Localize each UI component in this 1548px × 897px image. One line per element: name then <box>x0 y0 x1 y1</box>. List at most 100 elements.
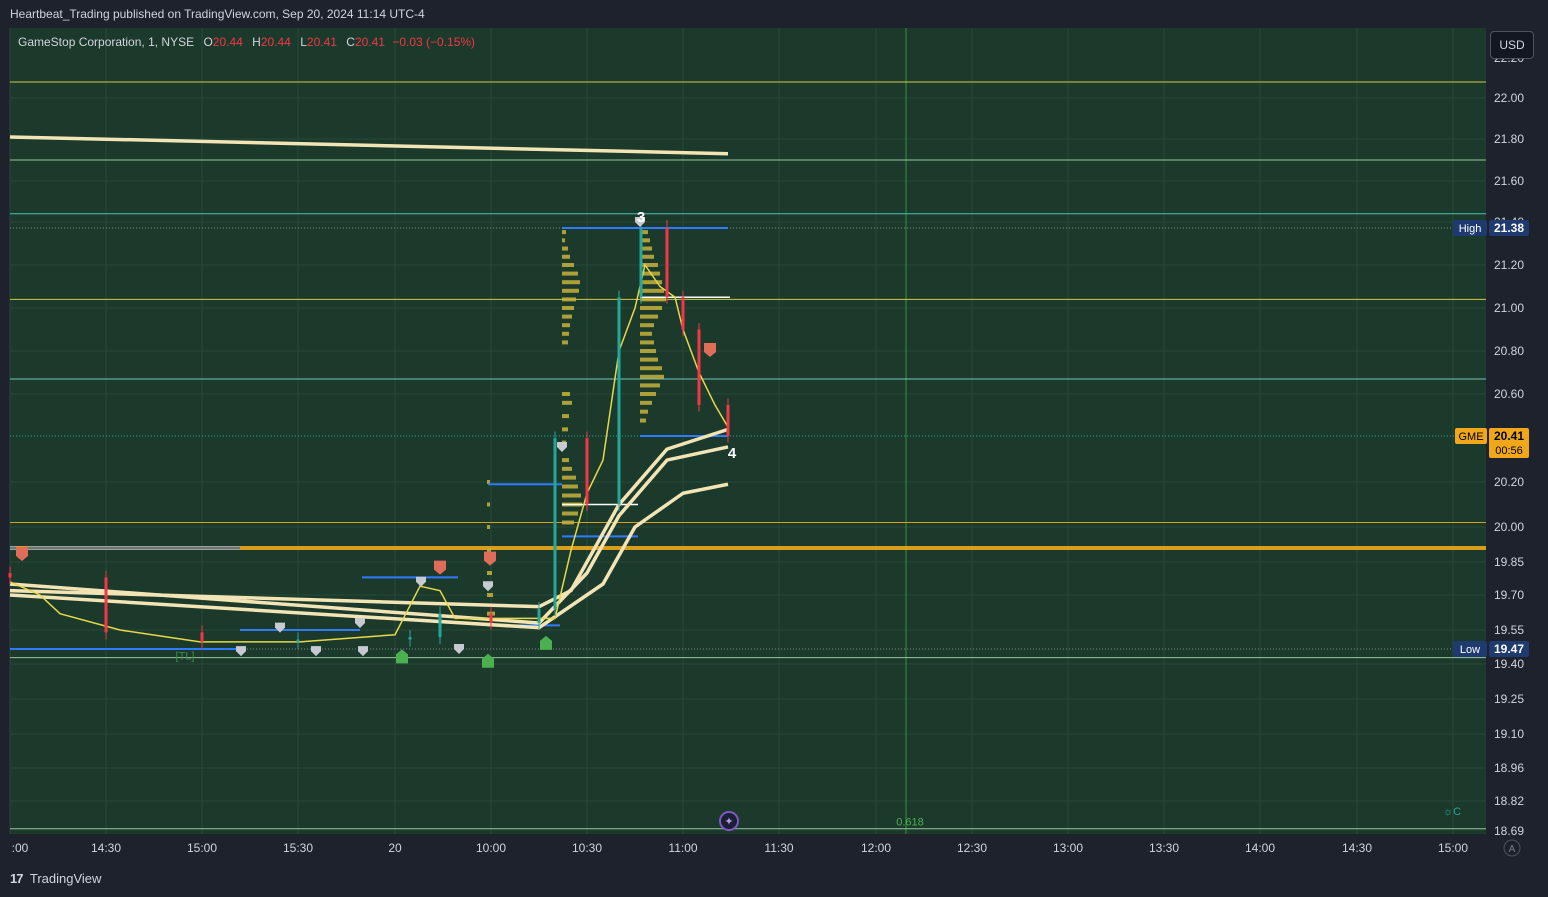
sell-signal-icon <box>434 560 446 575</box>
auto-scale-button-icon <box>1503 839 1521 857</box>
sell-signal-icon <box>704 343 716 357</box>
low-value: 20.41 <box>306 35 337 49</box>
volume-profile-bar <box>640 340 654 345</box>
volume-profile-bar <box>640 374 664 379</box>
price-tick-label: 21.60 <box>1494 174 1524 188</box>
neutral-signal-icon <box>483 581 493 592</box>
chart-annotation: 3 <box>637 209 645 226</box>
open-label: O <box>203 35 213 49</box>
published-header: Heartbeat_Trading published on TradingVi… <box>0 0 1548 28</box>
price-tick-label: 22.00 <box>1494 91 1524 105</box>
volume-profile-bar <box>640 418 646 423</box>
volume-profile-bar <box>640 331 652 336</box>
price-tick-label: 20.80 <box>1494 344 1524 358</box>
candle-body <box>617 297 621 505</box>
volume-profile-bar <box>562 475 576 480</box>
time-tick-label: 11:00 <box>668 841 697 855</box>
volume-profile-bar <box>640 409 648 414</box>
time-tick-label: 13:00 <box>1053 841 1083 855</box>
price-tick-label: 21.20 <box>1494 258 1524 272</box>
volume-profile-bar <box>562 238 565 243</box>
volume-profile-bar <box>640 392 656 396</box>
volume-profile-bar <box>487 502 490 507</box>
symbol-legend: GameStop Corporation, 1, NYSE O20.44 H20… <box>18 35 475 49</box>
volume-profile-bar <box>562 520 574 525</box>
candle-body <box>408 637 412 640</box>
volume-profile-bar <box>640 238 650 243</box>
price-tag-label: GME <box>1458 431 1483 443</box>
price-tag-label-bg <box>1453 220 1487 236</box>
price-tag-value-bg <box>1489 220 1529 236</box>
price-tick-label: 21.00 <box>1494 301 1524 315</box>
volume-profile-bar <box>562 493 581 498</box>
time-tick-label: 15:30 <box>283 841 313 855</box>
change-value: −0.03 (−0.15%) <box>392 35 476 49</box>
volume-profile-bar <box>562 400 572 405</box>
candle-body <box>585 438 589 505</box>
price-tick-label: 18.96 <box>1494 761 1524 775</box>
moving-average-line <box>9 445 729 625</box>
candle-body <box>726 405 730 436</box>
volume-profile-bar <box>562 427 568 432</box>
price-tag-value: 21.38 <box>1494 221 1524 235</box>
price-tag-label-bg <box>1455 428 1487 444</box>
sell-signal-icon <box>484 551 496 566</box>
price-tick-label: 21.80 <box>1494 132 1524 146</box>
time-tick-label: 14:00 <box>1245 841 1275 855</box>
time-tick-label: 15:00 <box>1438 841 1468 855</box>
volume-profile-bar <box>562 331 569 336</box>
candle-body <box>639 228 643 298</box>
candle-body <box>489 613 493 623</box>
chart-area[interactable] <box>10 28 1486 834</box>
time-tick-label: 15:00 <box>187 841 217 855</box>
volume-profile-bar <box>640 288 664 293</box>
moving-average-line <box>9 135 729 156</box>
volume-profile-bar <box>640 349 656 353</box>
price-tag-value: 19.47 <box>1494 642 1524 656</box>
buy-signal-icon <box>396 649 408 664</box>
close-value: 20.41 <box>354 35 385 49</box>
volume-profile-bar <box>640 314 658 319</box>
candle-body <box>438 613 442 638</box>
neutral-signal-icon <box>355 618 365 628</box>
volume-profile-bar <box>562 466 572 471</box>
candle-body <box>681 297 685 330</box>
time-tick-label: 20 <box>388 841 402 855</box>
price-tick-label: 19.25 <box>1494 692 1524 706</box>
high-label: H <box>252 35 261 49</box>
price-tick-label: 20.60 <box>1494 387 1524 401</box>
low-label: L <box>300 35 307 49</box>
footer-brand[interactable]: 17 TradingView <box>10 871 101 886</box>
volume-profile-bar <box>640 357 658 362</box>
time-tick-label: 12:30 <box>957 841 987 855</box>
volume-profile-bar <box>640 366 662 371</box>
price-tick-label: 19.55 <box>1494 623 1524 637</box>
currency-button[interactable]: USD <box>1490 31 1534 59</box>
volume-profile-bar <box>640 400 652 405</box>
volume-profile-bar <box>562 280 580 285</box>
volume-profile-bar <box>562 392 570 396</box>
event-marker-glyph: ✦ <box>724 816 733 828</box>
volume-profile-bar <box>562 297 576 302</box>
price-tick-label: 18.82 <box>1494 794 1524 808</box>
candle-body <box>200 632 204 642</box>
price-tag-label: Low <box>1460 644 1480 656</box>
price-tick-label: 19.10 <box>1494 727 1524 741</box>
price-tag-value: 20.41 <box>1494 429 1524 443</box>
time-tick-label: 10:30 <box>572 841 602 855</box>
volume-profile-bar <box>562 511 578 516</box>
volume-profile-bar <box>562 458 569 463</box>
price-tag-countdown: 00:56 <box>1495 445 1523 457</box>
auto-scale-glyph: A <box>1509 844 1516 855</box>
volume-profile-bar <box>562 306 574 310</box>
volume-profile-bar <box>487 593 493 597</box>
volume-profile-bar <box>562 271 578 276</box>
volume-profile-bar <box>640 254 654 259</box>
neutral-signal-icon <box>416 576 426 587</box>
candle-body <box>537 609 541 623</box>
time-tick-label: 12:00 <box>861 841 891 855</box>
neutral-signal-icon <box>358 646 368 657</box>
moving-average-line <box>9 427 729 609</box>
volume-profile-bar <box>562 254 570 259</box>
